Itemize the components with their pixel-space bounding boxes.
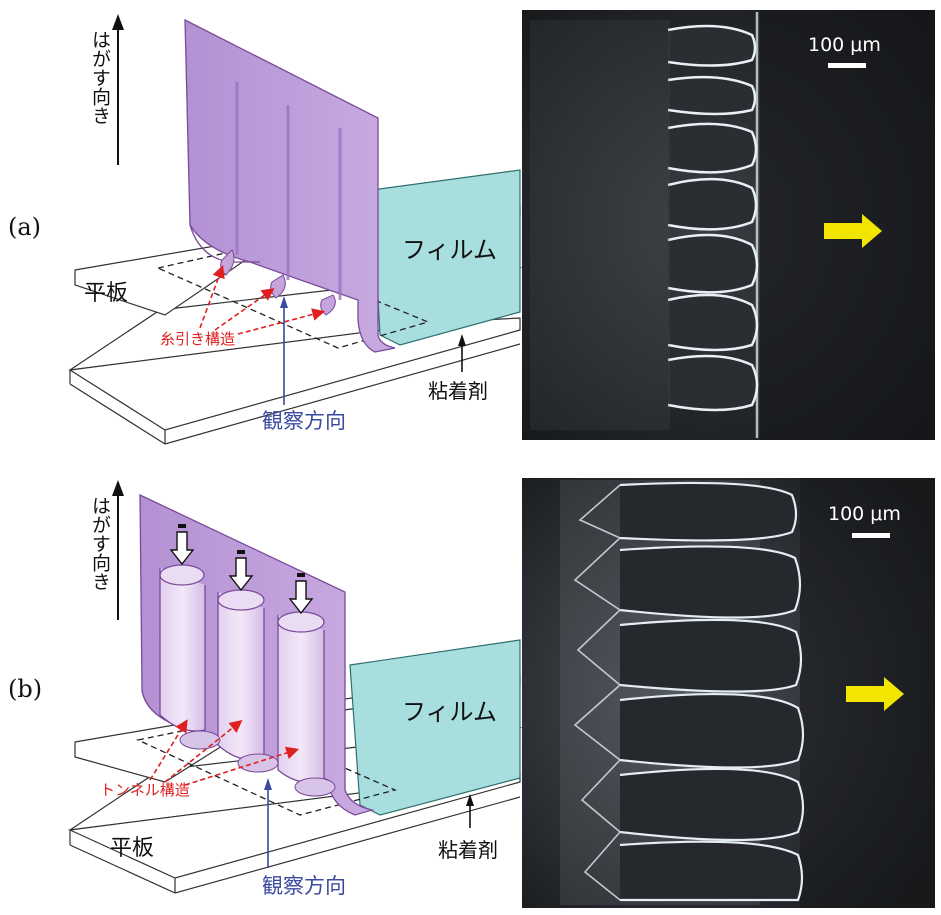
scalebar-a-bar: [828, 63, 866, 68]
observation-arrow: [264, 778, 272, 868]
air-inflow-arrows: [169, 531, 314, 615]
film-label: フィルム: [402, 236, 497, 264]
adhesive-arrow: [458, 334, 466, 372]
tunnel-structure-arrows: [149, 719, 300, 786]
thread-structure-label: 糸引き構造: [160, 330, 235, 348]
film-flat: [349, 639, 521, 816]
plate-label: 平板: [84, 281, 128, 306]
panel-a: (a) はがす向き フィルム 平板 糸引き構造: [0, 0, 941, 450]
micrograph-b: 100 μm: [522, 478, 935, 908]
observation-arrow: [280, 296, 288, 405]
panel-b: (b) はがす向き: [0, 460, 941, 915]
observation-region: [135, 719, 397, 816]
observation-label: 観察方向: [262, 874, 346, 898]
peel-direction-arrow: [112, 14, 124, 165]
film-stripes: [235, 82, 342, 300]
panel-a-figure: (a) はがす向き フィルム 平板 糸引き構造: [8, 10, 935, 445]
tunnel-structure-label: トンネル構造: [100, 781, 190, 799]
scalebar-b-bar: [852, 533, 890, 538]
peel-direction-arrow-yellow-a: [824, 214, 882, 248]
film-flat: [371, 169, 521, 346]
thread-structure-arrows: [199, 264, 326, 335]
micrograph-a: 100 μm: [522, 10, 935, 440]
scalebar-b-label: 100 μm: [828, 503, 901, 525]
tunnels: [159, 564, 325, 784]
film-label: フィルム: [402, 698, 497, 726]
plate-label: 平板: [110, 836, 154, 861]
peel-direction-label: はがす向き: [89, 30, 111, 125]
panel-label-b: (b): [8, 675, 42, 703]
panel-label-a: (a): [8, 213, 41, 241]
panel-b-figure: (b) はがす向き: [8, 478, 935, 908]
adhesive-label: 粘着剤: [438, 838, 498, 862]
peel-direction-label: はがす向き: [89, 496, 111, 591]
adhesive-arrow: [466, 794, 474, 828]
observation-region: [155, 247, 430, 349]
adhesive-label: 粘着剤: [428, 379, 488, 403]
peel-direction-arrow-yellow-b: [846, 677, 904, 711]
scalebar-a-label: 100 μm: [808, 34, 881, 56]
peel-direction-arrow: [112, 480, 124, 620]
observation-label: 観察方向: [262, 409, 346, 433]
